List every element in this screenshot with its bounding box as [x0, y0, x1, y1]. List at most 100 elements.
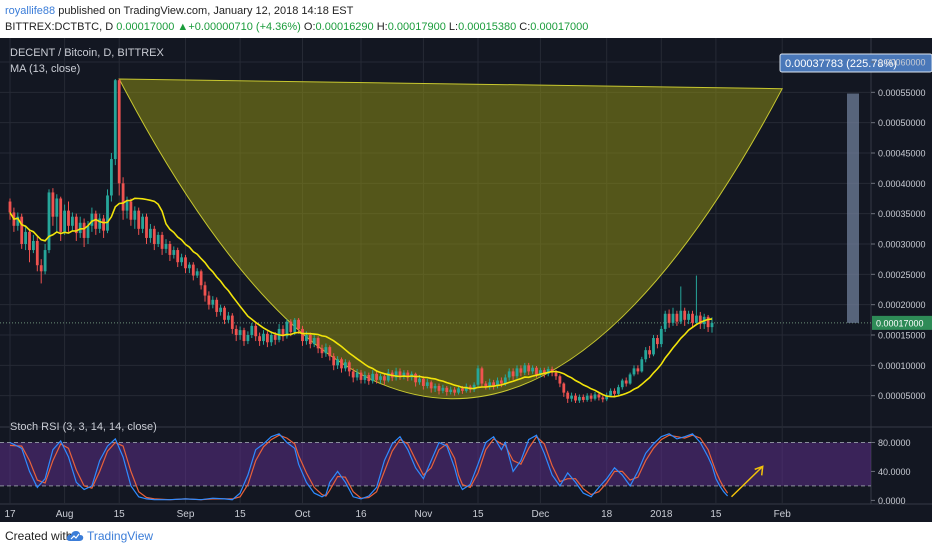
candle-body	[43, 250, 47, 272]
high-label: H:	[376, 21, 388, 33]
cup-shape	[118, 78, 784, 400]
candle-body	[250, 325, 254, 335]
candle-body	[636, 368, 640, 372]
candle-body	[394, 371, 398, 378]
candle-body	[121, 183, 125, 211]
candle-body	[63, 210, 66, 232]
candle-body	[562, 383, 566, 393]
candle-body	[211, 299, 215, 305]
x-tick-label: 18	[601, 509, 613, 520]
candle-body	[32, 240, 35, 251]
candle-body	[191, 264, 195, 276]
rsi-y-tick-label: 80.0000	[878, 438, 911, 448]
candle-body	[367, 375, 371, 382]
chart-area[interactable]: 0.00037783 (225.78%) 0.00060000 0.0005500…	[0, 38, 932, 522]
candle-body	[554, 372, 558, 377]
candle-body	[149, 228, 152, 238]
candle-body	[550, 368, 554, 373]
candle-body	[223, 307, 226, 320]
candle-body	[188, 264, 191, 269]
candle-body	[546, 368, 550, 374]
candle-body	[28, 231, 31, 251]
candle-body	[332, 356, 336, 366]
chart-header: royallife88 published on TradingView.com…	[0, 0, 932, 38]
candle-body	[230, 315, 234, 329]
candle-body	[74, 216, 78, 234]
candle-body	[593, 394, 597, 399]
candle-body	[347, 362, 351, 372]
candle-body	[35, 240, 39, 266]
candle-body	[71, 216, 74, 226]
candle-body	[472, 384, 476, 390]
high-value: 0.00017900	[387, 21, 446, 33]
measure-label: 0.00037783 (225.78%)	[785, 58, 897, 70]
y-tick-label: 0.00015000	[878, 331, 926, 341]
candle-body	[320, 348, 324, 354]
arrow-head-icon	[754, 465, 764, 476]
candle-body	[137, 210, 141, 229]
candle-body	[464, 386, 468, 391]
candle-body	[266, 333, 269, 343]
candle-body	[398, 371, 402, 377]
tradingview-brand-link[interactable]: TradingView	[87, 529, 154, 543]
candle-body	[496, 380, 499, 386]
candle-body	[449, 389, 453, 393]
candle-body	[336, 359, 339, 366]
chart-title: DECENT / Bitcoin, D, BITTREX	[10, 47, 164, 59]
candle-body	[168, 244, 172, 255]
candle-body	[691, 313, 694, 323]
cup-pattern	[118, 78, 784, 400]
candle-body	[351, 371, 355, 378]
low-value: 0.00015380	[458, 21, 517, 33]
x-tick-label: Aug	[56, 509, 74, 520]
candle-body	[503, 377, 507, 384]
candle-body	[710, 322, 714, 328]
candle-body	[117, 80, 121, 184]
x-tick-label: 15	[710, 509, 722, 520]
candle-body	[195, 271, 199, 276]
candle-body	[20, 216, 24, 244]
candle-body	[492, 382, 495, 386]
candle-body	[515, 368, 519, 377]
candle-body	[359, 372, 363, 380]
candle-body	[695, 315, 698, 323]
y-tick-label: 0.00060000	[878, 58, 926, 68]
candle-body	[234, 328, 238, 335]
candle-body	[8, 201, 12, 213]
candle-body	[624, 380, 628, 384]
candle-body	[663, 313, 667, 329]
candle-body	[164, 244, 168, 249]
candle-body	[184, 257, 187, 269]
candle-body	[145, 216, 148, 238]
candle-body	[402, 372, 406, 377]
x-tick-label: 17	[4, 509, 16, 520]
candle-body	[461, 388, 464, 391]
candle-body	[246, 335, 250, 342]
tradingview-cloud-icon	[66, 531, 84, 541]
last-price-badge	[872, 315, 932, 330]
candle-body	[47, 192, 51, 251]
candle-body	[507, 371, 511, 378]
published-text: published on TradingView.com, January 12…	[55, 5, 354, 17]
candle-body	[445, 387, 449, 393]
candle-body	[581, 396, 585, 400]
candle-body	[90, 213, 94, 226]
measure-badge	[779, 53, 932, 73]
candle-body	[578, 396, 581, 401]
candle-body	[86, 225, 90, 238]
candle-body	[671, 313, 675, 323]
candle-body	[110, 159, 113, 196]
candle-body	[675, 313, 679, 322]
candle-body	[242, 330, 246, 342]
candle-body	[511, 371, 515, 377]
candle-body	[570, 395, 573, 399]
candle-body	[156, 234, 160, 244]
measure-bar	[847, 93, 859, 323]
candle-body	[558, 376, 562, 384]
candle-body	[273, 335, 277, 340]
candle-body	[219, 307, 222, 312]
author-link[interactable]: royallife88	[5, 5, 56, 17]
candle-body	[500, 380, 503, 384]
candle-body	[383, 376, 386, 381]
candle-body	[316, 338, 320, 349]
